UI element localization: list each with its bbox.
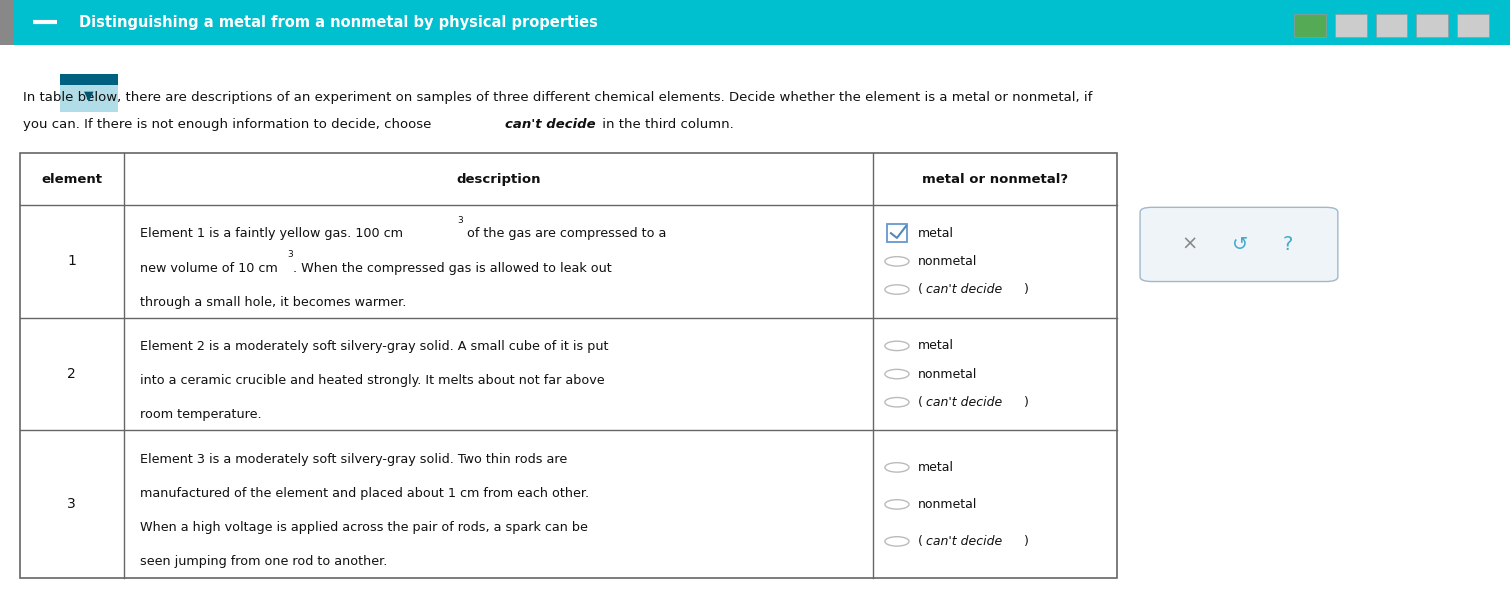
Text: metal: metal xyxy=(918,227,954,240)
Text: room temperature.: room temperature. xyxy=(140,408,263,421)
Bar xyxy=(60,74,118,85)
Text: When a high voltage is applied across the pair of rods, a spark can be: When a high voltage is applied across th… xyxy=(140,521,589,534)
Text: ): ) xyxy=(1024,535,1028,548)
Circle shape xyxy=(885,257,909,266)
Text: (: ( xyxy=(918,396,923,409)
Text: 1: 1 xyxy=(68,254,76,269)
Text: Element 2 is a moderately soft silvery-gray solid. A small cube of it is put: Element 2 is a moderately soft silvery-g… xyxy=(140,340,609,353)
Bar xyxy=(1335,14,1367,37)
Text: Element 1 is a faintly yellow gas. 100 cm: Element 1 is a faintly yellow gas. 100 c… xyxy=(140,227,403,240)
Circle shape xyxy=(885,285,909,294)
Text: ×: × xyxy=(1182,235,1197,254)
Text: 3: 3 xyxy=(68,497,76,511)
Text: Element 3 is a moderately soft silvery-gray solid. Two thin rods are: Element 3 is a moderately soft silvery-g… xyxy=(140,453,568,466)
Circle shape xyxy=(885,341,909,350)
Text: element: element xyxy=(41,173,103,186)
Text: seen jumping from one rod to another.: seen jumping from one rod to another. xyxy=(140,555,388,568)
Text: ): ) xyxy=(1024,396,1028,409)
Text: through a small hole, it becomes warmer.: through a small hole, it becomes warmer. xyxy=(140,296,406,309)
Circle shape xyxy=(885,369,909,379)
Text: nonmetal: nonmetal xyxy=(918,255,977,268)
Text: new volume of 10 cm: new volume of 10 cm xyxy=(140,262,278,274)
Text: into a ceramic crucible and heated strongly. It melts about not far above: into a ceramic crucible and heated stron… xyxy=(140,374,606,387)
Text: description: description xyxy=(456,173,541,186)
Circle shape xyxy=(885,499,909,509)
Bar xyxy=(0,0,14,45)
Text: can't decide: can't decide xyxy=(926,535,1001,548)
Text: can't decide: can't decide xyxy=(926,396,1001,409)
Text: nonmetal: nonmetal xyxy=(918,368,977,380)
Text: ▼: ▼ xyxy=(85,90,94,102)
Text: in the third column.: in the third column. xyxy=(598,118,734,131)
Text: ): ) xyxy=(1024,283,1028,296)
Text: ?: ? xyxy=(1284,235,1293,254)
Bar xyxy=(1416,14,1448,37)
Text: of the gas are compressed to a: of the gas are compressed to a xyxy=(462,227,666,240)
Circle shape xyxy=(885,537,909,546)
Text: can't decide: can't decide xyxy=(504,118,595,131)
Text: manufactured of the element and placed about 1 cm from each other.: manufactured of the element and placed a… xyxy=(140,487,589,500)
Circle shape xyxy=(885,463,909,472)
Text: metal or nonmetal?: metal or nonmetal? xyxy=(923,173,1068,186)
Bar xyxy=(1294,14,1326,37)
Text: Distinguishing a metal from a nonmetal by physical properties: Distinguishing a metal from a nonmetal b… xyxy=(79,15,598,30)
Text: metal: metal xyxy=(918,461,954,474)
Text: . When the compressed gas is allowed to leak out: . When the compressed gas is allowed to … xyxy=(293,262,612,274)
Text: nonmetal: nonmetal xyxy=(918,498,977,511)
Bar xyxy=(14,0,1510,45)
Text: 3: 3 xyxy=(458,216,464,224)
Text: 3: 3 xyxy=(287,250,293,259)
Text: In table below, there are descriptions of an experiment on samples of three diff: In table below, there are descriptions o… xyxy=(23,91,1092,104)
Text: (: ( xyxy=(918,283,923,296)
Text: can't decide: can't decide xyxy=(926,283,1001,296)
Text: ↺: ↺ xyxy=(1232,235,1247,254)
Text: you can. If there is not enough information to decide, choose: you can. If there is not enough informat… xyxy=(23,118,435,131)
Circle shape xyxy=(885,398,909,407)
Text: (: ( xyxy=(918,535,923,548)
Text: 2: 2 xyxy=(68,367,76,381)
FancyBboxPatch shape xyxy=(1140,207,1338,282)
Bar xyxy=(20,153,1117,578)
Bar xyxy=(1376,14,1407,37)
Bar xyxy=(60,74,118,112)
Bar xyxy=(888,224,906,242)
Bar xyxy=(1457,14,1489,37)
Text: metal: metal xyxy=(918,339,954,352)
